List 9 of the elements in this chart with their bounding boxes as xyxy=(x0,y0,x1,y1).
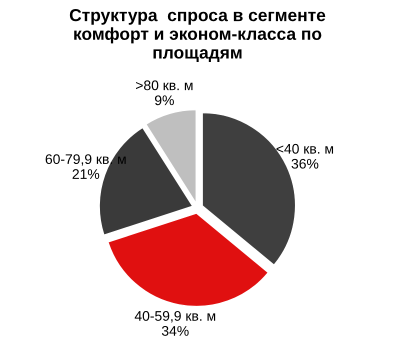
data-label: 21% xyxy=(72,169,100,179)
data-label: 9% xyxy=(154,95,174,106)
data-label: 34% xyxy=(162,326,189,336)
slice-label: <40 кв. м xyxy=(276,144,334,154)
slice-label: 40-59,9 кв. м xyxy=(134,311,216,323)
slice-label: 60-79,9 кв. м xyxy=(46,154,126,166)
data-label: 36% xyxy=(292,158,318,169)
slice-label: >80 кв. м xyxy=(136,80,192,90)
chart-title: Структура спроса в сегменте комфорт и эконом-класса по площадям xyxy=(70,8,326,62)
